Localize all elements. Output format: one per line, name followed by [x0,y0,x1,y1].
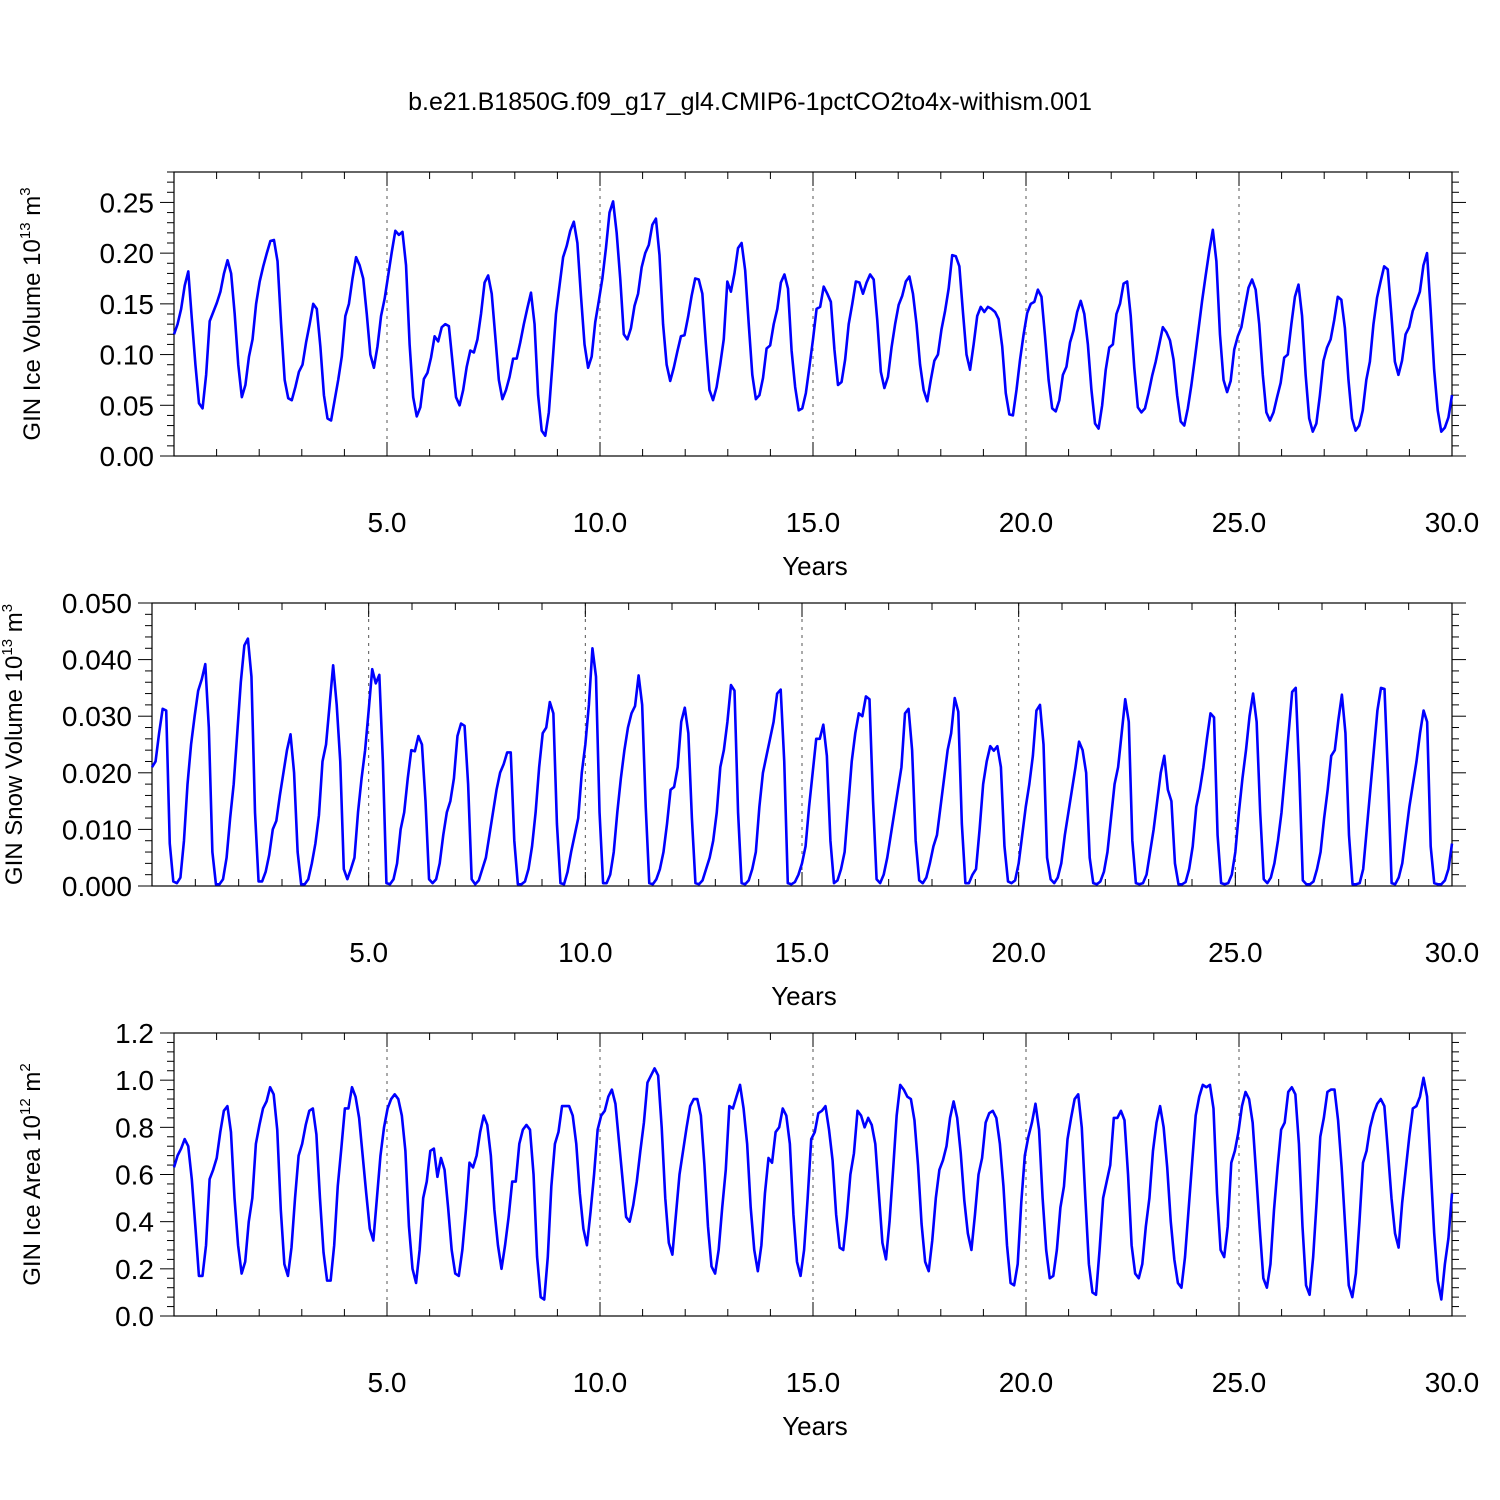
y-axis-title: GIN Snow Volume 1013 m3 [0,604,28,885]
x-axis-title: Years [782,1411,848,1441]
series-line [172,1067,1454,1301]
x-tick-label: 15.0 [786,1367,841,1398]
plot-frame [151,602,1453,887]
series-line [172,200,1454,438]
series-line [150,637,1454,886]
x-tick-label: 10.0 [558,937,613,968]
x-tick-label: 25.0 [1208,937,1263,968]
y-tick-label: 0.0 [115,1301,154,1332]
y-tick-label: 0.020 [62,758,132,789]
y-axis-title-unit-exponent: 3 [17,187,34,195]
y-tick-label: 1.0 [115,1065,154,1096]
x-tick-label: 20.0 [991,937,1046,968]
chart-panel-1: 0.00 0.05 0.10 0.15 0.20 0.25 5.0 10.0 15.0 20.0 2… [17,171,1480,581]
x-tick-label: 15.0 [786,507,841,538]
x-tick-label: 25.0 [1212,507,1267,538]
y-tick-label: 0.000 [62,871,132,902]
y-axis-title: GIN Ice Area 1012 m2 [17,1063,46,1285]
plot-frame [173,1032,1453,1317]
y-axis-title-exponent: 13 [17,222,34,239]
y-tick-label: 0.20 [100,238,155,269]
y-tick-label: 0.00 [100,441,155,472]
y-axis-title-exponent: 13 [0,639,16,656]
y-tick-label: 0.030 [62,701,132,732]
y-axis-title-exponent: 12 [17,1098,34,1115]
x-tick-label: 5.0 [368,507,407,538]
y-axis-title-unit: m [19,1072,46,1099]
y-tick-label: 0.25 [100,187,155,218]
y-tick-label: 0.10 [100,340,155,371]
y-axis-title-main: GIN Ice Area 10 [19,1115,46,1286]
x-tick-label: 25.0 [1212,1367,1267,1398]
panels: 0.000.050.100.150.200.255.0 10.0 15.0 20.0 2… [0,171,1480,1441]
x-tick-label: 20.0 [999,1367,1054,1398]
x-axis-title: Years [771,981,837,1011]
y-tick-label: 0.010 [62,814,132,845]
y-tick-label: 0.2 [115,1254,154,1285]
y-axis-title-main: GIN Snow Volume 10 [1,656,28,885]
y-axis-title-unit-exponent: 2 [17,1063,34,1071]
x-tick-label: 10.0 [573,1367,628,1398]
y-tick-label: 0.4 [115,1207,154,1238]
x-tick-label: 10.0 [573,507,628,538]
x-tick-label: 30.0 [1425,937,1480,968]
x-tick-label: 20.0 [999,507,1054,538]
x-tick-label: 15.0 [775,937,830,968]
x-tick-label: 5.0 [349,937,388,968]
y-axis-title-unit: m [19,196,46,223]
x-axis-title: Years [782,551,848,581]
chart-title: b.e21.B1850G.f09_g17_gl4.CMIP6-1pctCO2to… [408,88,1092,116]
y-tick-label: 0.6 [115,1160,154,1191]
y-tick-label: 1.2 [115,1018,154,1049]
y-axis-title-unit-exponent: 3 [0,604,16,612]
x-tick-label: 5.0 [368,1367,407,1398]
y-axis-title-main: GIN Ice Volume 10 [19,239,46,440]
y-axis-title: GIN Ice Volume 1013 m3 [17,187,46,440]
plot-frame [173,171,1453,457]
x-tick-label: 30.0 [1425,1367,1480,1398]
y-tick-label: 0.15 [100,289,155,320]
y-tick-label: 0.05 [100,390,155,421]
y-tick-label: 0.8 [115,1112,154,1143]
chart-panel-2: 0.000 0.010 0.020 0.030 0.040 0.050 5.0 10.0 15.… [0,588,1479,1011]
y-axis-title-unit: m [1,612,28,639]
y-tick-label: 0.050 [62,588,132,619]
chart-panel-3: 0.0 0.2 0.4 0.6 0.8 1.0 1.2 5.0 10.0 15.0 20.0 25.0… [17,1018,1479,1441]
y-tick-label: 0.040 [62,645,132,676]
x-tick-label: 30.0 [1425,507,1480,538]
